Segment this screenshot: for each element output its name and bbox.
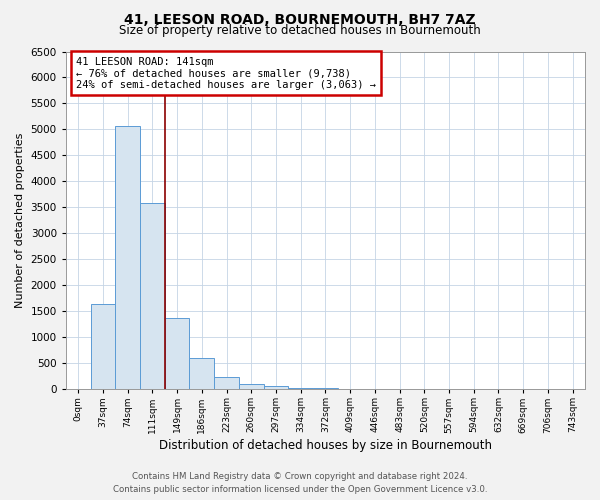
Bar <box>140 203 165 389</box>
Bar <box>289 388 313 389</box>
Text: 41, LEESON ROAD, BOURNEMOUTH, BH7 7AZ: 41, LEESON ROAD, BOURNEMOUTH, BH7 7AZ <box>124 12 476 26</box>
Text: 41 LEESON ROAD: 141sqm
← 76% of detached houses are smaller (9,738)
24% of semi-: 41 LEESON ROAD: 141sqm ← 76% of detached… <box>76 56 376 90</box>
Bar <box>190 358 214 389</box>
Bar <box>239 384 263 389</box>
Bar <box>165 318 190 389</box>
X-axis label: Distribution of detached houses by size in Bournemouth: Distribution of detached houses by size … <box>159 440 492 452</box>
Y-axis label: Number of detached properties: Number of detached properties <box>15 132 25 308</box>
Bar <box>91 304 115 389</box>
Bar <box>263 386 289 389</box>
Text: Size of property relative to detached houses in Bournemouth: Size of property relative to detached ho… <box>119 24 481 37</box>
Bar <box>115 126 140 389</box>
Text: Contains HM Land Registry data © Crown copyright and database right 2024.
Contai: Contains HM Land Registry data © Crown c… <box>113 472 487 494</box>
Bar <box>214 378 239 389</box>
Bar <box>338 388 362 389</box>
Bar <box>313 388 338 389</box>
